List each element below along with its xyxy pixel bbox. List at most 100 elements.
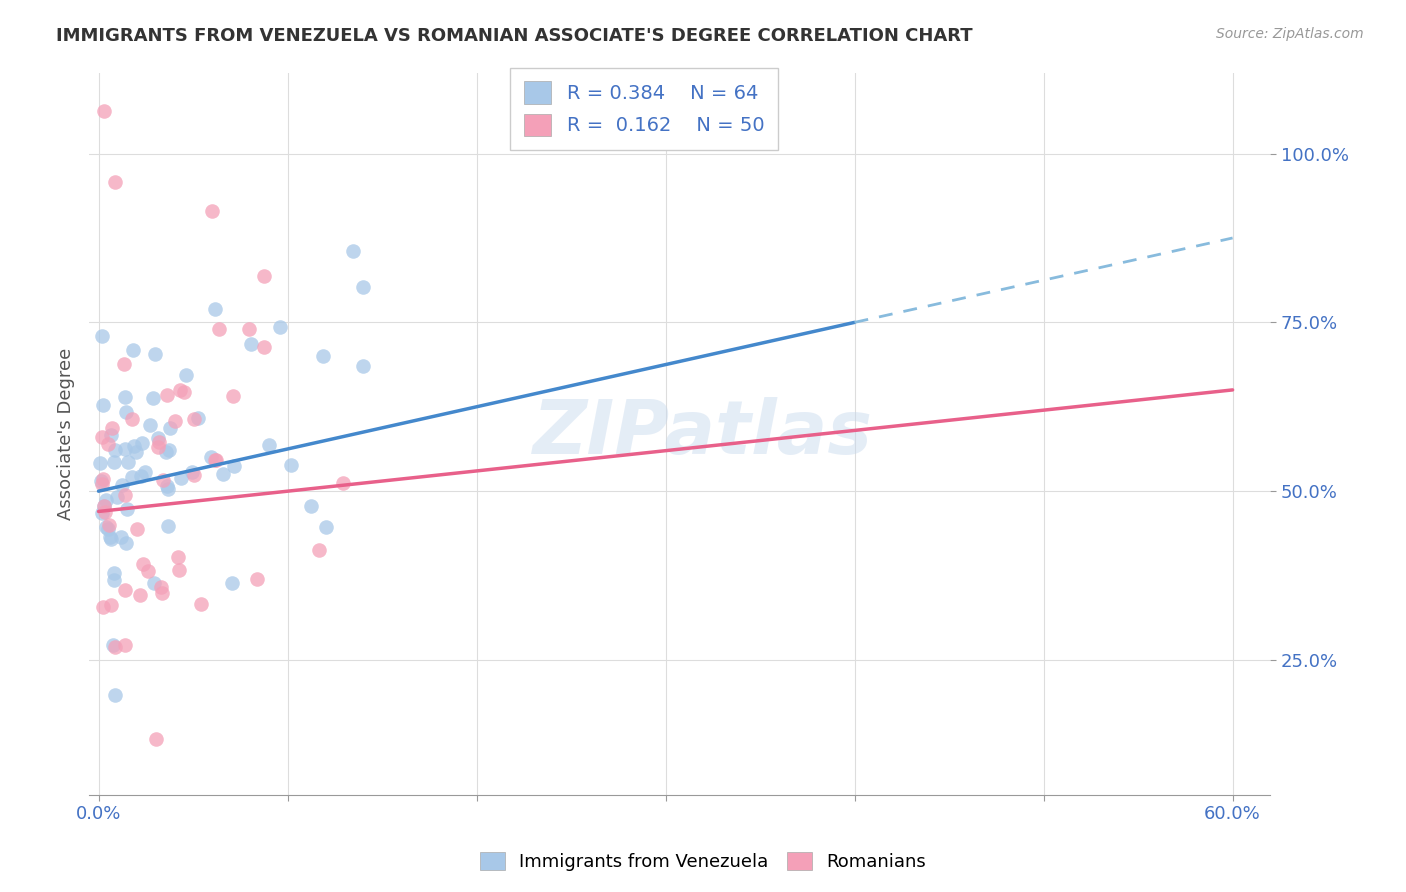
Point bbox=[143, 347, 166, 361]
Point bbox=[110, 530, 132, 544]
Point bbox=[114, 583, 136, 598]
Point bbox=[104, 175, 127, 189]
Point bbox=[225, 869, 247, 883]
Point bbox=[352, 359, 374, 374]
Point bbox=[91, 472, 114, 486]
Point bbox=[352, 280, 374, 294]
Point bbox=[167, 549, 190, 564]
Point bbox=[204, 452, 226, 467]
Point bbox=[269, 319, 291, 334]
Point bbox=[183, 468, 205, 483]
Point bbox=[112, 357, 135, 371]
Point bbox=[312, 349, 335, 363]
Point bbox=[169, 563, 191, 577]
Point bbox=[97, 437, 120, 451]
Point bbox=[257, 438, 280, 452]
Text: ZIPatlas: ZIPatlas bbox=[533, 397, 873, 470]
Point bbox=[148, 435, 170, 450]
Point bbox=[91, 506, 114, 520]
Point bbox=[94, 493, 117, 508]
Point bbox=[222, 389, 245, 403]
Point bbox=[90, 430, 112, 444]
Point bbox=[93, 104, 115, 119]
Point bbox=[156, 519, 179, 533]
Point bbox=[91, 599, 114, 614]
Point bbox=[155, 444, 177, 458]
Point bbox=[104, 688, 127, 702]
Point bbox=[222, 458, 245, 473]
Point bbox=[98, 858, 121, 872]
Point bbox=[121, 470, 143, 484]
Point bbox=[253, 339, 276, 353]
Point bbox=[143, 576, 166, 591]
Point bbox=[114, 390, 136, 404]
Point bbox=[94, 505, 117, 519]
Point bbox=[173, 385, 195, 400]
Point bbox=[183, 412, 205, 426]
Point bbox=[238, 322, 260, 336]
Point bbox=[205, 453, 228, 467]
Text: IMMIGRANTS FROM VENEZUELA VS ROMANIAN ASSOCIATE'S DEGREE CORRELATION CHART: IMMIGRANTS FROM VENEZUELA VS ROMANIAN AS… bbox=[56, 27, 973, 45]
Y-axis label: Associate's Degree: Associate's Degree bbox=[58, 348, 75, 520]
Point bbox=[138, 564, 160, 578]
Point bbox=[208, 321, 231, 335]
Point bbox=[115, 405, 138, 419]
Legend: R = 0.384    N = 64, R =  0.162    N = 50: R = 0.384 N = 64, R = 0.162 N = 50 bbox=[510, 68, 778, 150]
Point bbox=[204, 302, 226, 317]
Point bbox=[156, 388, 179, 402]
Point bbox=[103, 566, 125, 580]
Point bbox=[105, 490, 128, 504]
Point bbox=[114, 638, 136, 652]
Point bbox=[299, 499, 322, 513]
Point bbox=[100, 599, 122, 613]
Point bbox=[125, 522, 148, 536]
Point bbox=[156, 483, 179, 497]
Point bbox=[98, 517, 121, 532]
Point bbox=[342, 244, 364, 259]
Point bbox=[91, 398, 114, 412]
Point bbox=[201, 204, 224, 219]
Point bbox=[157, 442, 180, 457]
Point bbox=[280, 458, 302, 472]
Point bbox=[111, 478, 134, 492]
Point bbox=[159, 420, 181, 434]
Point bbox=[115, 536, 138, 550]
Point bbox=[100, 427, 122, 442]
Point bbox=[128, 588, 150, 602]
Legend: Immigrants from Venezuela, Romanians: Immigrants from Venezuela, Romanians bbox=[472, 845, 934, 879]
Point bbox=[100, 420, 122, 434]
Point bbox=[212, 467, 235, 481]
Point bbox=[115, 502, 138, 516]
Point bbox=[122, 439, 145, 453]
Text: Source: ZipAtlas.com: Source: ZipAtlas.com bbox=[1216, 27, 1364, 41]
Point bbox=[180, 465, 202, 479]
Point bbox=[169, 471, 191, 485]
Point bbox=[89, 456, 111, 470]
Point bbox=[145, 732, 167, 747]
Point bbox=[131, 436, 153, 450]
Point bbox=[114, 488, 136, 502]
Point bbox=[315, 520, 337, 534]
Point bbox=[103, 573, 125, 587]
Point bbox=[148, 431, 170, 445]
Point bbox=[91, 476, 114, 491]
Point bbox=[122, 343, 145, 357]
Point bbox=[253, 268, 276, 283]
Point bbox=[90, 475, 112, 489]
Point bbox=[156, 479, 179, 493]
Point bbox=[121, 411, 143, 425]
Point bbox=[221, 576, 243, 591]
Point bbox=[93, 500, 115, 514]
Point bbox=[142, 391, 165, 405]
Point bbox=[91, 329, 114, 343]
Point bbox=[132, 557, 155, 571]
Point bbox=[239, 336, 262, 351]
Point bbox=[169, 383, 191, 397]
Point bbox=[129, 469, 152, 483]
Point bbox=[104, 640, 127, 655]
Point bbox=[246, 572, 269, 586]
Point bbox=[308, 543, 330, 558]
Point bbox=[332, 475, 354, 490]
Point bbox=[98, 530, 121, 544]
Point bbox=[96, 520, 118, 534]
